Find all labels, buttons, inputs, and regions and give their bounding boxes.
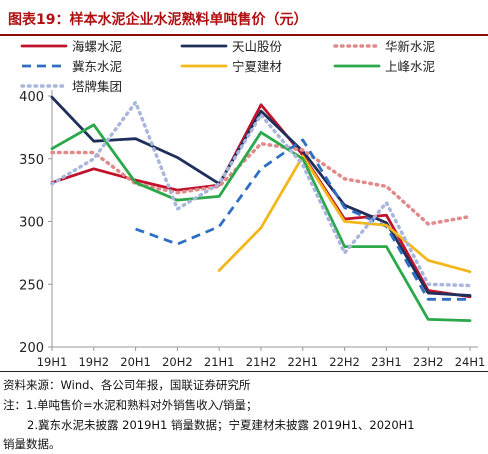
legend-label: 塔牌集团 — [72, 79, 122, 94]
footnote-3: 销量数据。 — [3, 437, 61, 451]
x-tick-label: 20H1 — [120, 355, 151, 369]
legend-label: 宁夏建材 — [232, 59, 282, 74]
series-line — [50, 141, 472, 226]
series-lines — [50, 95, 472, 323]
x-tick-label: 21H2 — [246, 355, 277, 369]
series-line — [135, 138, 470, 301]
x-tick-label: 23H1 — [371, 355, 402, 369]
y-tick-label: 250 — [19, 278, 44, 293]
x-tick-label: 22H2 — [329, 355, 360, 369]
x-tick-label: 21H1 — [204, 355, 235, 369]
y-tick-label: 400 — [19, 90, 44, 105]
series-line — [50, 103, 472, 299]
legend-label: 冀东水泥 — [72, 59, 122, 74]
title-bar: 图表19：样本水泥企业水泥熟料单吨售价（元） — [0, 0, 488, 36]
chart-title: 图表19：样本水泥企业水泥熟料单吨售价（元） — [8, 12, 308, 28]
legend-label: 华新水泥 — [385, 39, 435, 54]
series-line — [217, 154, 472, 274]
footnote-divider — [0, 371, 488, 372]
x-tick-label: 19H2 — [78, 355, 109, 369]
y-tick-label: 350 — [19, 153, 44, 168]
x-tick-label: 23H2 — [413, 355, 444, 369]
x-tick-label: 22H1 — [287, 355, 318, 369]
series-line — [50, 95, 472, 297]
series-line — [50, 123, 472, 323]
legend-label: 上峰水泥 — [385, 59, 435, 74]
x-tick-label: 19H1 — [37, 355, 68, 369]
footnote-2: 2.冀东水泥未披露 2019H1 销量数据；宁夏建材未披露 2019H1、202… — [27, 418, 415, 432]
source-note: 资料来源：Wind、各公司年报，国联证券研究所 — [3, 378, 251, 392]
line-chart: 200 250 300 350 400 19H1 19H2 20H1 20H2 21H1 21H2 2… — [19, 39, 485, 369]
legend-label: 海螺水泥 — [72, 39, 122, 54]
y-tick-label: 200 — [19, 341, 44, 356]
axes: 200 250 300 350 400 19H1 19H2 20H1 20H2 21H1 21H2 2… — [19, 90, 485, 369]
footnote-1: 注：1.单吨售价=水泥和熟料对外销售收入/销量； — [3, 398, 258, 412]
y-tick-label: 300 — [19, 216, 44, 231]
legend-label: 天山股份 — [232, 39, 283, 54]
x-tick-label: 20H2 — [162, 355, 193, 369]
series-line — [50, 100, 472, 288]
x-tick-label: 24H1 — [455, 355, 486, 369]
